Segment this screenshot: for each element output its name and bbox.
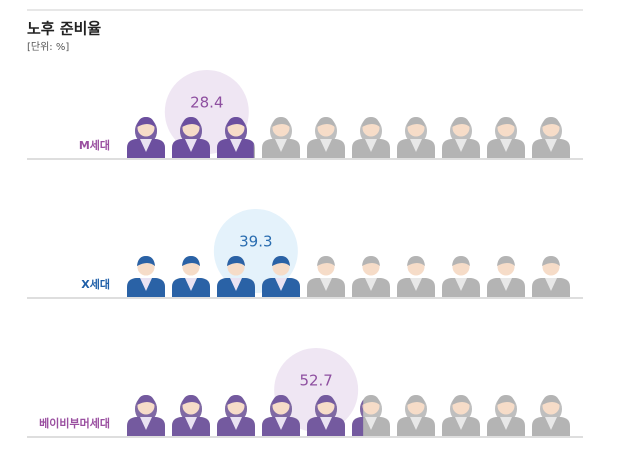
hair-top: [407, 395, 425, 405]
collar: [275, 139, 287, 152]
hair-top: [362, 256, 380, 266]
value-label: 28.4: [190, 94, 223, 112]
hair-top: [272, 256, 290, 266]
collar: [545, 417, 557, 430]
collar: [230, 278, 242, 291]
hair-top: [272, 117, 290, 127]
value-label: 39.3: [239, 233, 272, 251]
filled-icons: [127, 395, 364, 436]
collar: [230, 139, 242, 152]
collar: [140, 278, 152, 291]
hair-top: [317, 395, 335, 405]
hair-top: [542, 395, 560, 405]
collar: [410, 278, 422, 291]
category-label: 베이비부머세대: [39, 416, 110, 430]
collar: [320, 278, 332, 291]
collar: [230, 417, 242, 430]
collar: [365, 278, 377, 291]
hair-top: [452, 117, 470, 127]
collar: [365, 139, 377, 152]
collar: [185, 417, 197, 430]
category-label: M세대: [79, 138, 110, 152]
collar: [365, 417, 377, 430]
collar: [455, 278, 467, 291]
hair-top: [362, 395, 380, 405]
hair-top: [407, 117, 425, 127]
hair-top: [542, 256, 560, 266]
hair-top: [137, 256, 155, 266]
chart-subtitle: [단위: %]: [27, 40, 69, 53]
hair-top: [182, 395, 200, 405]
hair-top: [272, 395, 290, 405]
collar: [455, 139, 467, 152]
body: [352, 417, 364, 436]
collar: [500, 278, 512, 291]
hair-top: [362, 117, 380, 127]
hair-top: [362, 400, 364, 405]
collar: [410, 139, 422, 152]
hair-top: [137, 395, 155, 405]
hair-top: [452, 256, 470, 266]
value-bubble: [274, 348, 359, 432]
collar: [500, 417, 512, 430]
collar: [500, 139, 512, 152]
hair-top: [407, 256, 425, 266]
hair-top: [182, 256, 200, 266]
hair-top: [317, 256, 335, 266]
hair-top: [137, 117, 155, 127]
collar: [545, 278, 557, 291]
hair-top: [227, 256, 245, 266]
chart-title: 노후 준비율: [27, 20, 101, 38]
hair-top: [317, 117, 335, 127]
collar: [185, 278, 197, 291]
filled-icons: [127, 256, 300, 297]
hair-top: [497, 395, 515, 405]
hair-top: [497, 256, 515, 266]
hair-top: [227, 395, 245, 405]
collar: [410, 417, 422, 430]
collar: [275, 417, 287, 430]
hair-top: [542, 117, 560, 127]
collar: [275, 278, 287, 291]
hair-top: [497, 117, 515, 127]
collar: [185, 139, 197, 152]
category-label: X세대: [81, 277, 110, 291]
collar: [320, 417, 332, 430]
hair-top: [227, 117, 245, 127]
collar: [140, 417, 152, 430]
collar: [545, 139, 557, 152]
collar: [455, 417, 467, 430]
value-label: 52.7: [299, 372, 332, 390]
collar: [140, 139, 152, 152]
collar: [320, 139, 332, 152]
hair-top: [182, 117, 200, 127]
hair-top: [452, 395, 470, 405]
filled-icons: [127, 117, 254, 158]
